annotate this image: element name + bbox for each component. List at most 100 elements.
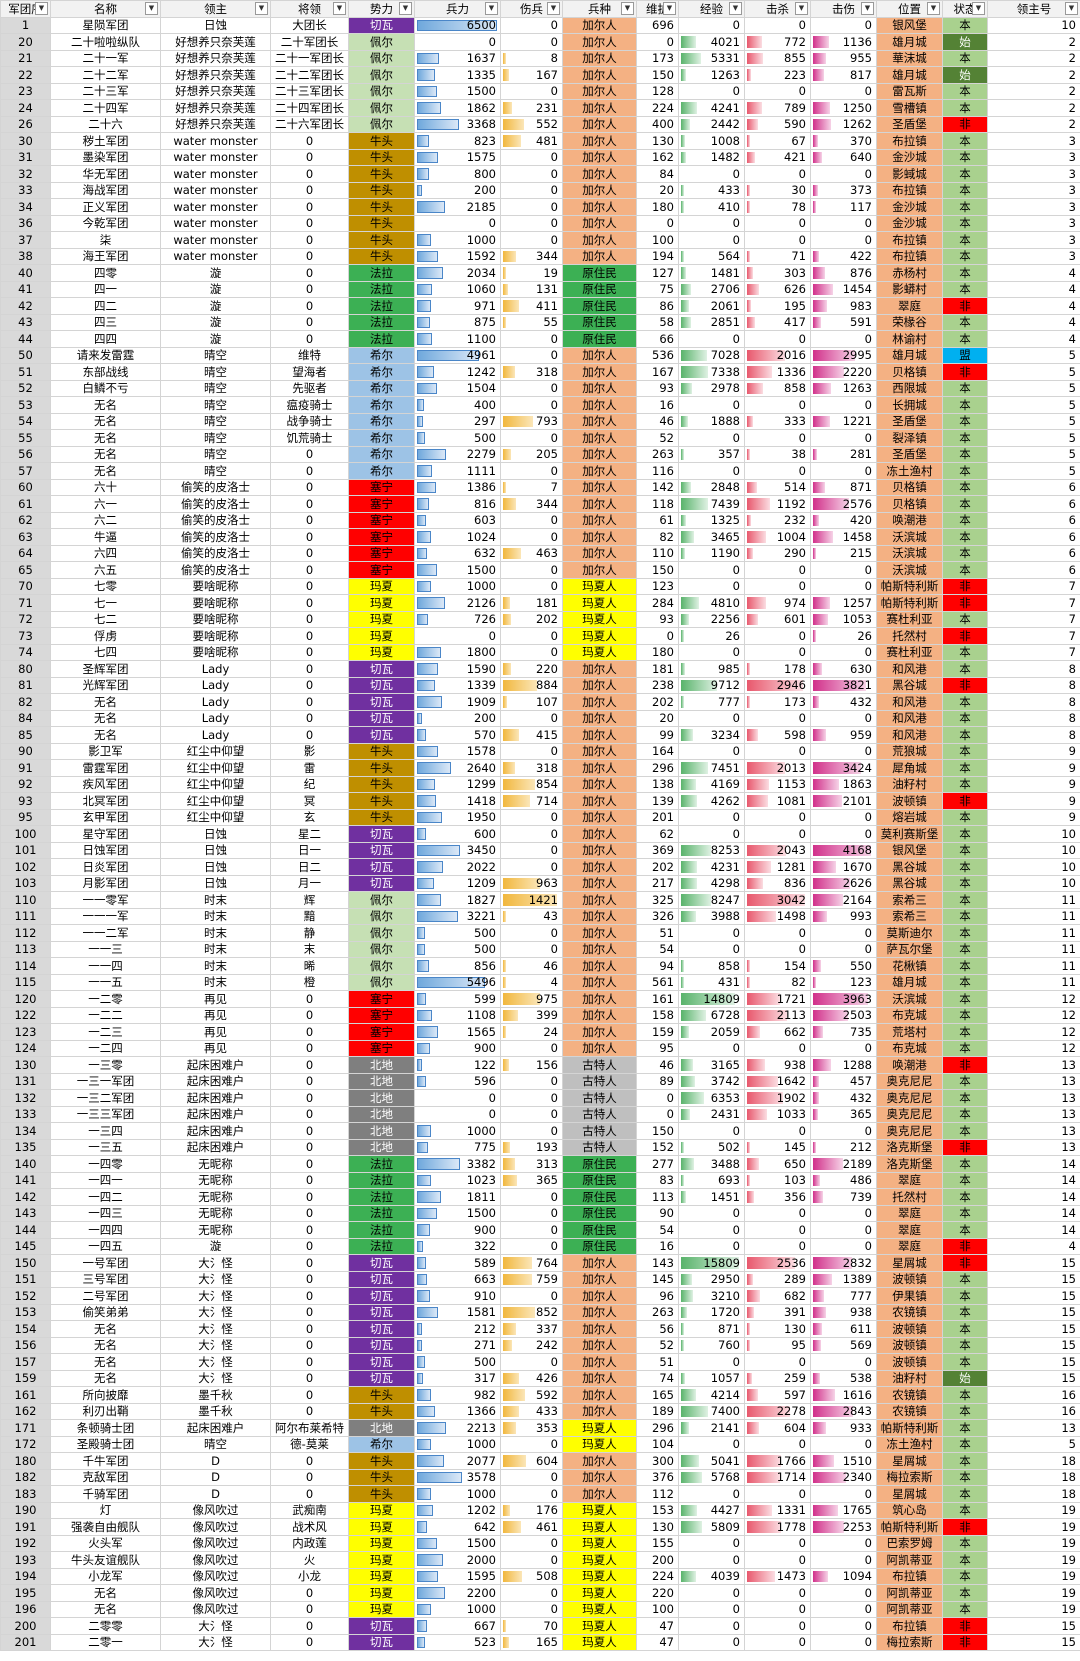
cell-name[interactable]: 六二	[50, 511, 161, 529]
cell-general[interactable]: 0	[270, 1006, 349, 1024]
cell-name[interactable]: 六四	[50, 544, 161, 562]
cell-injuries[interactable]: 2189	[810, 1155, 877, 1173]
cell-troops[interactable]: 1500	[414, 82, 501, 100]
cell-kills[interactable]: 1331	[744, 1501, 811, 1519]
cell-troops[interactable]: 1500	[414, 561, 501, 579]
cell-general[interactable]: 二十军团长	[270, 33, 349, 51]
filter-dropdown-icon[interactable]: ▼	[621, 2, 634, 15]
cell-upkeep[interactable]: 180	[636, 198, 679, 216]
cell-upkeep[interactable]: 180	[636, 643, 679, 661]
cell-troops[interactable]: 642	[414, 1518, 501, 1536]
cell-wounded[interactable]: 0	[500, 1105, 563, 1123]
filter-dropdown-icon[interactable]: ▼	[1065, 2, 1078, 15]
cell-injuries[interactable]: 2995	[810, 346, 877, 364]
cell-wounded[interactable]: 0	[500, 231, 563, 249]
cell-injuries[interactable]: 2340	[810, 1468, 877, 1486]
table-row[interactable]: 23 二十三军 好想养只奈芙莲 二十三军团长 佩尔 1500 0 加尔人 128 0 0 0 雷瓦斯本 2	[0, 82, 1080, 100]
cell-location[interactable]: 奥克尼尼	[876, 1105, 943, 1123]
cell-faction[interactable]: 牛头	[348, 1468, 415, 1486]
cell-status[interactable]: 本	[942, 610, 988, 628]
table-row[interactable]: 30 秽土军团 water monster 0 牛头 823 481 加尔人 130 1008 67…	[0, 132, 1080, 150]
cell-name[interactable]: 柒	[50, 231, 161, 249]
cell-injuries[interactable]: 0	[810, 1534, 877, 1552]
cell-unit-type[interactable]: 加尔人	[562, 1353, 637, 1371]
cell-general[interactable]: 0	[270, 1138, 349, 1156]
cell-kills[interactable]: 2278	[744, 1402, 811, 1420]
cell-status[interactable]: 本	[942, 825, 988, 843]
table-row[interactable]: 82 无名 Lady 0 切瓦 1909 107 加尔人 202 777 173 432 和风港本 8	[0, 693, 1080, 711]
cell-location[interactable]: 林谕村	[876, 330, 943, 348]
cell-name[interactable]: 一四五	[50, 1237, 161, 1255]
cell-lord-id[interactable]: 2	[987, 66, 1080, 84]
cell-legion-id[interactable]: 41	[0, 280, 51, 298]
cell-faction[interactable]: 切瓦	[348, 1254, 415, 1272]
cell-general[interactable]: 0	[270, 1600, 349, 1618]
cell-upkeep[interactable]: 152	[636, 1138, 679, 1156]
cell-faction[interactable]: 切瓦	[348, 874, 415, 892]
cell-experience[interactable]: 4039	[678, 1567, 745, 1585]
cell-unit-type[interactable]: 加尔人	[562, 990, 637, 1008]
cell-faction[interactable]: 希尔	[348, 462, 415, 480]
cell-lord-id[interactable]: 18	[987, 1468, 1080, 1486]
cell-wounded[interactable]: 220	[500, 660, 563, 678]
cell-general[interactable]: 0	[270, 148, 349, 166]
cell-injuries[interactable]: 1094	[810, 1567, 877, 1585]
cell-general[interactable]: 纪	[270, 775, 349, 793]
table-row[interactable]: 37 柒 water monster 0 牛头 1000 0 加尔人 100 0 0 0 布拉镇本 3	[0, 231, 1080, 249]
cell-status[interactable]: 本	[942, 891, 988, 909]
cell-upkeep[interactable]: 86	[636, 297, 679, 315]
cell-upkeep[interactable]: 173	[636, 49, 679, 67]
cell-lord-id[interactable]: 2	[987, 33, 1080, 51]
cell-lord[interactable]: 无昵称	[160, 1155, 271, 1173]
cell-kills[interactable]: 1004	[744, 528, 811, 546]
table-row[interactable]: 122 一二二 再见 0 塞宁 1108 399 加尔人 158 6728 2113 2503 布克城本…	[0, 1006, 1080, 1024]
cell-kills[interactable]: 1336	[744, 363, 811, 381]
cell-unit-type[interactable]: 原住民	[562, 1171, 637, 1189]
cell-troops[interactable]: 2200	[414, 1584, 501, 1602]
cell-injuries[interactable]: 281	[810, 445, 877, 463]
cell-injuries[interactable]: 871	[810, 478, 877, 496]
cell-name[interactable]: 一三一军团	[50, 1072, 161, 1090]
cell-general[interactable]: 武痴南	[270, 1501, 349, 1519]
cell-lord[interactable]: 要啥昵称	[160, 643, 271, 661]
cell-lord-id[interactable]: 15	[987, 1254, 1080, 1272]
cell-name[interactable]: 海王军团	[50, 247, 161, 265]
cell-kills[interactable]: 0	[744, 1204, 811, 1222]
cell-injuries[interactable]: 0	[810, 1122, 877, 1140]
cell-status[interactable]: 本	[942, 264, 988, 282]
cell-name[interactable]: 一三二军团	[50, 1089, 161, 1107]
cell-general[interactable]: 0	[270, 709, 349, 727]
cell-lord-id[interactable]: 4	[987, 280, 1080, 298]
cell-injuries[interactable]: 1136	[810, 33, 877, 51]
cell-experience[interactable]: 0	[678, 1633, 745, 1651]
cell-general[interactable]: 0	[270, 1188, 349, 1206]
cell-unit-type[interactable]: 玛夏人	[562, 594, 637, 612]
cell-lord[interactable]: 偷笑的皮洛士	[160, 495, 271, 513]
cell-location[interactable]: 阿凯蒂亚	[876, 1600, 943, 1618]
cell-legion-id[interactable]: 192	[0, 1534, 51, 1552]
cell-lord[interactable]: 起床困难户	[160, 1056, 271, 1074]
cell-wounded[interactable]: 0	[500, 1221, 563, 1239]
cell-unit-type[interactable]: 加尔人	[562, 165, 637, 183]
cell-status[interactable]: 本	[942, 148, 988, 166]
cell-kills[interactable]: 67	[744, 132, 811, 150]
cell-kills[interactable]: 95	[744, 1336, 811, 1354]
cell-troops[interactable]: 1827	[414, 891, 501, 909]
table-row[interactable]: 91 雷霆军团 红尘中仰望雷牛头 2640 318 加尔人 296 7451 2013 3424 犀…	[0, 759, 1080, 777]
cell-location[interactable]: 奥克尼尼	[876, 1122, 943, 1140]
cell-name[interactable]: 日炎军团	[50, 858, 161, 876]
cell-general[interactable]: 饥荒骑士	[270, 429, 349, 447]
cell-location[interactable]: 圣盾堡	[876, 412, 943, 430]
cell-unit-type[interactable]: 加尔人	[562, 676, 637, 694]
cell-name[interactable]: 星守军团	[50, 825, 161, 843]
cell-location[interactable]: 洛克斯堡	[876, 1155, 943, 1173]
cell-upkeep[interactable]: 16	[636, 396, 679, 414]
table-row[interactable]: 64 六四 偷笑的皮洛士 0 塞宁 632 463 加尔人 110 1190 290 215 沃滨城本 6	[0, 544, 1080, 562]
table-row[interactable]: 142 一四二 无昵称 0 法拉 1811 0 原住民 113 1451 356 739 托然村本 14	[0, 1188, 1080, 1206]
cell-troops[interactable]: 1637	[414, 49, 501, 67]
cell-lord-id[interactable]: 15	[987, 1633, 1080, 1651]
cell-faction[interactable]: 佩尔	[348, 82, 415, 100]
cell-faction[interactable]: 牛头	[348, 1452, 415, 1470]
cell-wounded[interactable]: 0	[500, 1353, 563, 1371]
cell-troops[interactable]: 1000	[414, 1485, 501, 1503]
